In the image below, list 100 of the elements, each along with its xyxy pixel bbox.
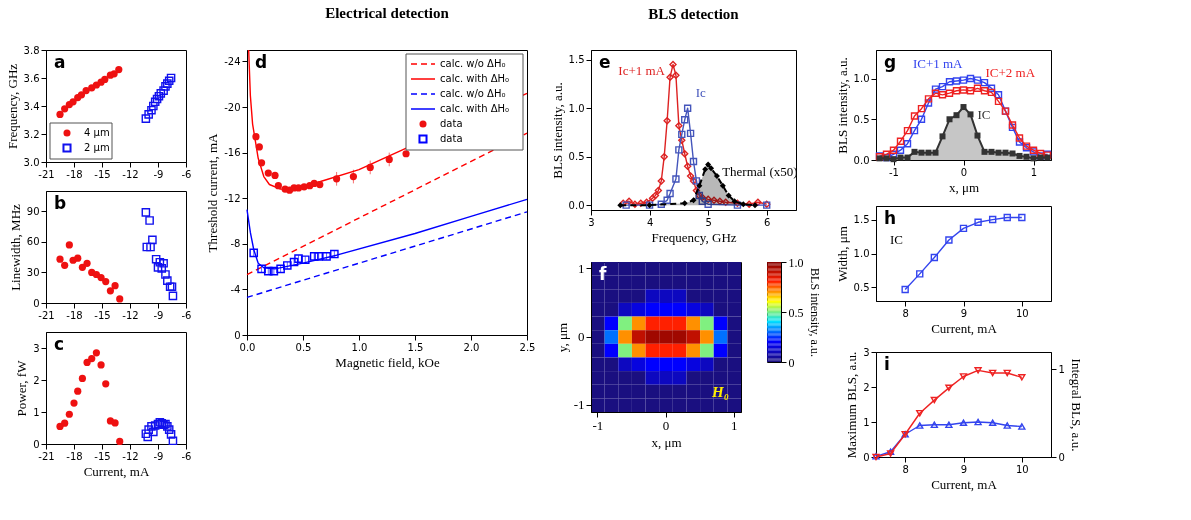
x-tick-label: 0: [662, 417, 670, 433]
series-label: Ic+1 mA: [618, 62, 666, 78]
x-tick-label: -18: [66, 450, 83, 462]
x-tick-label: -18: [66, 309, 83, 321]
annotation: IC: [890, 232, 903, 247]
y-axis-title: BLS intensity, a.u.: [549, 82, 565, 179]
x-tick-label: 10: [1015, 307, 1029, 319]
x-tick-label: -12: [122, 309, 139, 321]
x-tick-label: -6: [181, 309, 192, 321]
y-tick-label: 60: [26, 236, 40, 248]
annotation: a: [54, 52, 66, 72]
y-tick-label: 3.8: [23, 44, 40, 56]
y-tick-label: 0: [33, 438, 40, 450]
legend-label: data: [440, 133, 463, 144]
x-tick-label: 8: [902, 463, 909, 475]
annotation: c: [54, 334, 65, 354]
x-axis-title: Current, mA: [83, 463, 150, 479]
y2-tick-label: 1: [1058, 364, 1065, 375]
x-axis-title: x, μm: [948, 179, 980, 195]
color-bar-label: 0: [788, 355, 795, 370]
x-axis-title: Magnetic field, kOe: [335, 354, 440, 370]
x-tick-label: 9: [960, 463, 968, 475]
annotation: b: [54, 193, 67, 213]
annotation: i: [884, 354, 890, 374]
y-axis-title: y, μm: [554, 322, 570, 353]
y-tick-label: 0.0: [568, 199, 585, 211]
x-tick-label: 4: [646, 216, 654, 228]
legend-label: calc. with ΔH₀: [440, 103, 510, 114]
series-label: IC+1 mA: [912, 55, 964, 71]
x-tick-label: 2.0: [463, 341, 480, 353]
x-tick-label: 1: [730, 417, 738, 433]
y-tick-label: 1.0: [568, 102, 585, 114]
x-tick-label: -15: [94, 309, 111, 321]
x-tick-label: 1.5: [407, 341, 424, 353]
x-tick-label: -21: [38, 450, 55, 462]
y-tick-label: 90: [26, 205, 40, 217]
y-tick-label: 0.5: [853, 281, 870, 293]
y-axis-title: Frequency, GHz: [4, 63, 20, 150]
y-tick-label: 3.6: [23, 72, 40, 84]
chart-title: BLS detection: [648, 6, 740, 22]
y-axis-title: Power, fW: [14, 359, 30, 417]
x-tick-label: 3: [588, 216, 595, 228]
y-tick-label: -24: [224, 55, 241, 67]
x-tick-label: -21: [38, 168, 55, 180]
y-tick-label: 0.5: [853, 113, 870, 125]
y-tick-label: 0: [33, 297, 40, 309]
y-tick-label: 3.2: [23, 128, 40, 140]
y-tick-label: 0.0: [853, 154, 870, 166]
y-axis-title: Width, μm: [834, 226, 850, 282]
x-tick-label: -12: [122, 450, 139, 462]
y-axis-title: Linewidth, MHz: [7, 203, 23, 291]
x-tick-label: -9: [153, 450, 164, 462]
y-tick-label: 1.0: [853, 248, 870, 259]
series-label: IC+2 mA: [985, 65, 1036, 81]
x-tick-label: -9: [153, 168, 164, 180]
legend-label: data: [440, 118, 463, 129]
y-tick-label: 1.0: [853, 73, 870, 85]
x-tick-label: -15: [94, 168, 111, 180]
color-bar-label: 1.0: [788, 255, 804, 270]
x-axis-title: Current, mA: [931, 476, 998, 492]
x-tick-label: -18: [66, 168, 83, 180]
y-tick-label: -12: [224, 192, 241, 204]
x-tick-label: 0: [960, 166, 968, 178]
series-label: IC: [977, 107, 991, 123]
x-tick-label: 0.0: [239, 341, 256, 353]
x-tick-label: -6: [181, 450, 192, 462]
y-tick-label: 1.5: [568, 54, 585, 66]
y-tick-label: -16: [224, 147, 241, 159]
x-tick-label: 1.0: [351, 341, 368, 353]
x-tick-label: 10: [1015, 463, 1029, 475]
x-tick-label: 6: [764, 216, 771, 228]
x-axis-title: Frequency, GHz: [651, 229, 737, 245]
y-tick-label: -8: [230, 238, 241, 250]
x-tick-label: 5: [705, 216, 712, 228]
x-tick-label: -6: [181, 168, 192, 180]
annotation: H₀: [711, 384, 729, 400]
y-axis-title: BLS intensity, a.u.: [834, 57, 850, 154]
y2-axis-title: Integral BLS, a.u.: [1068, 358, 1084, 452]
legend-label: 4 μm: [84, 127, 110, 138]
y-tick-label: 2: [33, 374, 40, 386]
y-tick-label: -20: [224, 101, 241, 113]
y-tick-label: 3.4: [23, 100, 40, 112]
color-bar-title: BLS intensity, a.u.: [807, 268, 822, 357]
y-tick-label: 1: [33, 406, 40, 418]
legend-label: calc. w/o ΔH₀: [440, 58, 506, 69]
x-tick-label: 8: [902, 307, 909, 319]
legend-label: calc. w/o ΔH₀: [440, 88, 506, 99]
x-tick-label: -1: [889, 166, 899, 178]
x-tick-label: 0.5: [295, 341, 312, 353]
y-tick-label: 2: [863, 381, 870, 393]
y-tick-label: 30: [26, 266, 40, 278]
y-axis-title: Maximum BLS, a.u.: [844, 351, 860, 459]
annotation: d: [255, 52, 268, 72]
annotation: h: [884, 208, 897, 228]
x-tick-label: 9: [960, 307, 968, 319]
x-tick-label: -9: [153, 309, 164, 321]
annotation: f: [599, 264, 607, 284]
series-label: Ic: [695, 85, 706, 101]
y-tick-label: -4: [230, 283, 241, 295]
x-axis-title: x, μm: [651, 434, 682, 450]
